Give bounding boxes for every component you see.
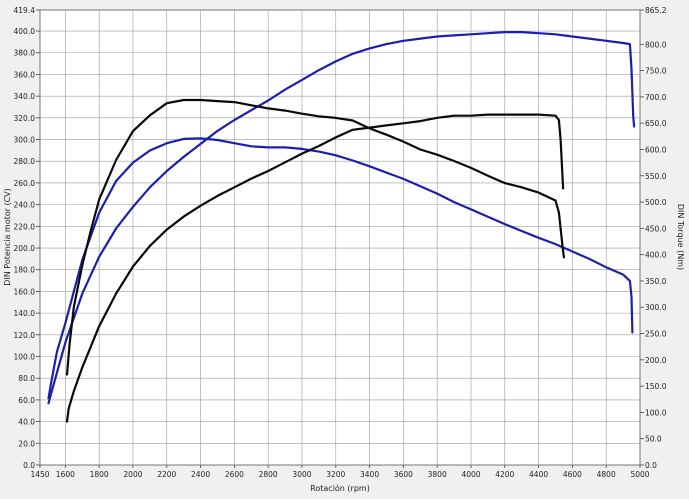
right-tick-label: 550.0 — [645, 172, 667, 181]
left-tick-label: 400.0 — [14, 27, 36, 36]
series-line-3 — [65, 113, 565, 423]
left-tick-label: 240.0 — [14, 201, 36, 210]
right-axis-title: DIN Torque (Nm) — [676, 204, 685, 270]
right-tick-label: 500.0 — [645, 198, 667, 207]
left-tick-label: 40.0 — [18, 418, 35, 427]
left-tick-label: 180.0 — [14, 266, 36, 275]
left-tick-label: 340.0 — [14, 92, 36, 101]
series-line-1 — [47, 31, 636, 405]
left-tick-label: 160.0 — [14, 287, 36, 296]
x-tick-label: 3000 — [292, 470, 311, 479]
x-tick-label: 3600 — [394, 470, 413, 479]
x-tick-label: 4600 — [563, 470, 582, 479]
left-tick-label: 300.0 — [14, 136, 36, 145]
left-tick-label: 280.0 — [14, 157, 36, 166]
series-line-2 — [47, 137, 634, 400]
left-tick-label: 419.4 — [14, 6, 36, 15]
grid-horizontal-lines — [40, 30, 640, 444]
left-tick-label: 220.0 — [14, 222, 36, 231]
right-tick-label: 450.0 — [645, 224, 667, 233]
right-tick-label: 100.0 — [645, 408, 667, 417]
left-tick-label: 320.0 — [14, 114, 36, 123]
right-tick-label: 650.0 — [645, 119, 667, 128]
right-tick-label: 700.0 — [645, 93, 667, 102]
left-tick-label: 360.0 — [14, 70, 36, 79]
x-tick-label: 4200 — [495, 470, 514, 479]
right-tick-label: 400.0 — [645, 251, 667, 260]
grid-vertical-lines — [65, 10, 607, 465]
left-tick-label: 60.0 — [18, 396, 35, 405]
left-tick-label: 380.0 — [14, 49, 36, 58]
left-axis-title: DIN Potencia motor (CV) — [3, 188, 12, 286]
series-layer — [47, 31, 636, 423]
left-axis-ticks: 0.0 20.0 40.0 60.0 80.0 100.0 120.0 140.0 160.0 1… — [14, 6, 40, 470]
x-tick-label: 1800 — [90, 470, 109, 479]
x-tick-label: 5000 — [630, 470, 649, 479]
left-tick-label: 20.0 — [18, 439, 35, 448]
x-tick-label: 2800 — [259, 470, 278, 479]
x-tick-label: 3400 — [360, 470, 379, 479]
right-tick-label: 0.0 — [645, 461, 657, 470]
x-tick-label: 1450 — [30, 470, 49, 479]
plot-background — [39, 9, 641, 466]
right-axis-ticks: 0.0 50.0 100.0 150.0 200.0 250.0 300.0 350.0 400… — [640, 6, 667, 470]
right-tick-label: 150.0 — [645, 382, 667, 391]
left-tick-label: 260.0 — [14, 179, 36, 188]
left-tick-label: 100.0 — [14, 353, 36, 362]
x-tick-label: 2000 — [123, 470, 142, 479]
right-tick-label: 300.0 — [645, 303, 667, 312]
series-line-4 — [65, 98, 565, 376]
x-tick-label: 2200 — [157, 470, 176, 479]
left-tick-label: 80.0 — [18, 374, 35, 383]
left-tick-label: 0.0 — [23, 461, 35, 470]
x-axis-ticks: 1450 1600 1800 2000 2200 2400 2600 2800 3000 3200… — [30, 465, 650, 479]
x-tick-label: 3200 — [326, 470, 345, 479]
x-axis-title: Rotación (rpm) — [310, 483, 370, 493]
right-tick-label: 200.0 — [645, 356, 667, 365]
left-tick-label: 200.0 — [14, 244, 36, 253]
x-tick-label: 4000 — [461, 470, 480, 479]
x-tick-label: 4400 — [529, 470, 548, 479]
right-tick-label: 350.0 — [645, 277, 667, 286]
right-tick-label: 800.0 — [645, 40, 667, 49]
x-tick-label: 2400 — [191, 470, 210, 479]
right-tick-label: 750.0 — [645, 67, 667, 76]
left-tick-label: 140.0 — [14, 309, 36, 318]
left-tick-label: 120.0 — [14, 331, 36, 340]
right-tick-label: 600.0 — [645, 145, 667, 154]
x-tick-label: 1600 — [56, 470, 75, 479]
right-tick-label: 250.0 — [645, 330, 667, 339]
right-tick-label: 50.0 — [645, 435, 662, 444]
x-tick-label: 2600 — [225, 470, 244, 479]
right-tick-label: 865.2 — [645, 6, 667, 15]
x-tick-label: 4800 — [597, 470, 616, 479]
x-tick-label: 3800 — [428, 470, 447, 479]
